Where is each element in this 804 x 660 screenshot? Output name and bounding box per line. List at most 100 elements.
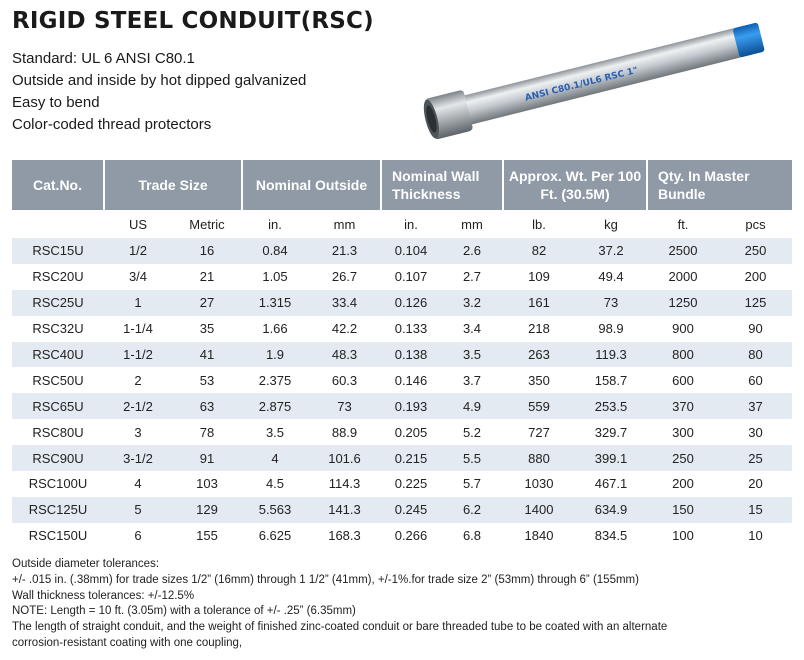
table-cell: 98.9 [598, 321, 624, 337]
table-cell: 168.3 [328, 528, 361, 544]
spec-galvanized: Outside and inside by hot dipped galvani… [12, 72, 307, 89]
table-cell: 101.6 [308, 445, 381, 472]
table-cell: RSC20U [32, 269, 84, 285]
table-cell: 3-1/2 [104, 445, 172, 472]
table-cell: 0.193 [381, 393, 441, 420]
subheader-cell: mm [461, 216, 483, 232]
table-cell: 3.2 [441, 289, 503, 316]
table-cell: RSC15U [12, 238, 104, 264]
header-wall-thickness: Nominal Wall Thickness [381, 160, 504, 210]
table-cell: 125 [719, 289, 792, 316]
table-cell: 4.5 [265, 476, 285, 492]
table-cell: 1-1/2 [104, 341, 172, 368]
table-cell: RSC80U [32, 424, 84, 440]
table-cell: 141.3 [308, 496, 381, 523]
table-cell: 1250 [647, 289, 719, 316]
table-row: RSC50U 2 53 2.375 60.3 0.146 3.7 350 158.7 600 60 [12, 367, 792, 393]
table-cell: 5 [104, 496, 172, 523]
table-cell: 15 [719, 496, 792, 523]
spec-list: Standard: UL 6 ANSI C80.1 Outside and in… [12, 48, 306, 136]
table-header-row: Cat.No. Trade Size Nominal Outside Nomin… [12, 160, 792, 210]
table-cell: RSC40U [12, 341, 104, 368]
table-cell: 1.9 [242, 341, 308, 368]
table-cell: RSC100U [28, 476, 88, 492]
table-cell: 300 [672, 424, 694, 440]
table-cell: 150 [647, 496, 719, 523]
subheader-cell: US [128, 216, 148, 232]
table-cell: 60.3 [331, 372, 358, 388]
table-cell: 20 [748, 476, 763, 492]
table-cell: 49.4 [598, 269, 624, 285]
table-cell: 5.563 [242, 496, 308, 523]
table-cell: 880 [503, 445, 575, 472]
table-row: RSC125U 5 129 5.563 141.3 0.245 6.2 1400 634.9 15… [12, 496, 792, 523]
table-cell: 467.1 [594, 476, 628, 492]
table-cell: 3.4 [462, 321, 482, 337]
table-cell: 53 [199, 372, 215, 388]
table-cell: 41 [172, 341, 242, 368]
table-cell: 0.245 [381, 496, 441, 523]
table-cell: 2.375 [258, 372, 292, 388]
table-cell: 5.5 [441, 445, 503, 472]
table-cell: 2 [134, 372, 142, 388]
subheader-cell: Metric [189, 216, 225, 232]
header-approx-weight: Approx. Wt. Per 100 Ft. (30.5M) [503, 160, 648, 210]
table-cell: 3.5 [441, 341, 503, 368]
table-cell: 2-1/2 [104, 393, 172, 420]
table-cell: 21 [199, 269, 215, 285]
table-cell: 218 [528, 321, 550, 337]
table-cell: 33.4 [308, 289, 381, 316]
table-cell: 800 [647, 341, 719, 368]
table-cell: 250 [647, 445, 719, 472]
table-cell: 370 [647, 393, 719, 420]
table-cell: 100 [672, 528, 694, 544]
table-cell: RSC65U [12, 393, 104, 420]
page-title: RIGID STEEL CONDUIT(RSC) [12, 8, 374, 34]
table-subheader-row: US Metric in. mm in. mm lb. kg ft. pcs [12, 210, 792, 238]
note-line: NOTE: Length = 10 ft. (3.05m) with a tol… [12, 605, 356, 618]
conduit-spec-table: Cat.No. Trade Size Nominal Outside Nomin… [12, 160, 792, 549]
table-row: RSC15U 1/2 16 0.84 21.3 0.104 2.6 82 37.2 2500 250 [12, 238, 792, 264]
table-row: RSC80U 3 78 3.5 88.9 0.205 5.2 727 329.7 300 30 [12, 419, 792, 445]
table-cell: 600 [672, 372, 694, 388]
table-row: RSC20U 3/4 21 1.05 26.7 0.107 2.7 109 49.4 2000 20… [12, 264, 792, 290]
table-cell: 0.107 [394, 269, 428, 285]
table-row: RSC150U 6 155 6.625 168.3 0.266 6.8 1840 834.5 10… [12, 523, 792, 549]
table-cell: 4 [242, 445, 308, 472]
table-cell: 1.66 [262, 321, 288, 337]
note-line: Outside diameter tolerances: [12, 558, 160, 570]
subheader-cell: ft. [677, 216, 689, 232]
table-cell: 6.8 [462, 528, 482, 544]
table-cell: 250 [719, 238, 792, 264]
table-cell: 2000 [668, 269, 698, 285]
table-cell: 48.3 [308, 341, 381, 368]
table-cell: 727 [528, 424, 550, 440]
table-cell: 0.225 [394, 476, 428, 492]
header-trade-size: Trade Size [104, 160, 243, 210]
table-cell: 263 [503, 341, 575, 368]
table-cell: 5.2 [462, 424, 482, 440]
table-cell: RSC90U [12, 445, 104, 472]
header-nominal-outside: Nominal Outside [242, 160, 382, 210]
table-row: RSC90U 3-1/2 91 4 101.6 0.215 5.5 880 399.1 250 25 [12, 445, 792, 472]
table-cell: 37 [719, 393, 792, 420]
header-cat-no: Cat.No. [12, 160, 105, 210]
table-cell: 2.6 [441, 238, 503, 264]
note-line: Wall thickness tolerances: +/-12.5% [12, 589, 195, 602]
table-cell: 103 [196, 476, 218, 492]
table-cell: 200 [672, 476, 694, 492]
table-cell: 0.133 [394, 321, 428, 337]
table-cell: 350 [528, 372, 550, 388]
table-cell: 0.104 [381, 238, 441, 264]
table-cell: 158.7 [594, 372, 628, 388]
table-cell: RSC32U [32, 321, 84, 337]
conduit-pipe-image: ANSI C80.1/UL6 RSC 1" [423, 22, 765, 140]
table-cell: 0.146 [394, 372, 428, 388]
table-cell: 900 [672, 321, 694, 337]
table-cell: 91 [172, 445, 242, 472]
table-cell: 88.9 [331, 424, 358, 440]
table-cell: 1400 [503, 496, 575, 523]
table-cell: 78 [199, 424, 215, 440]
table-cell: 0.126 [381, 289, 441, 316]
header-qty-bundle: Qty. In Master Bundle [647, 160, 792, 210]
